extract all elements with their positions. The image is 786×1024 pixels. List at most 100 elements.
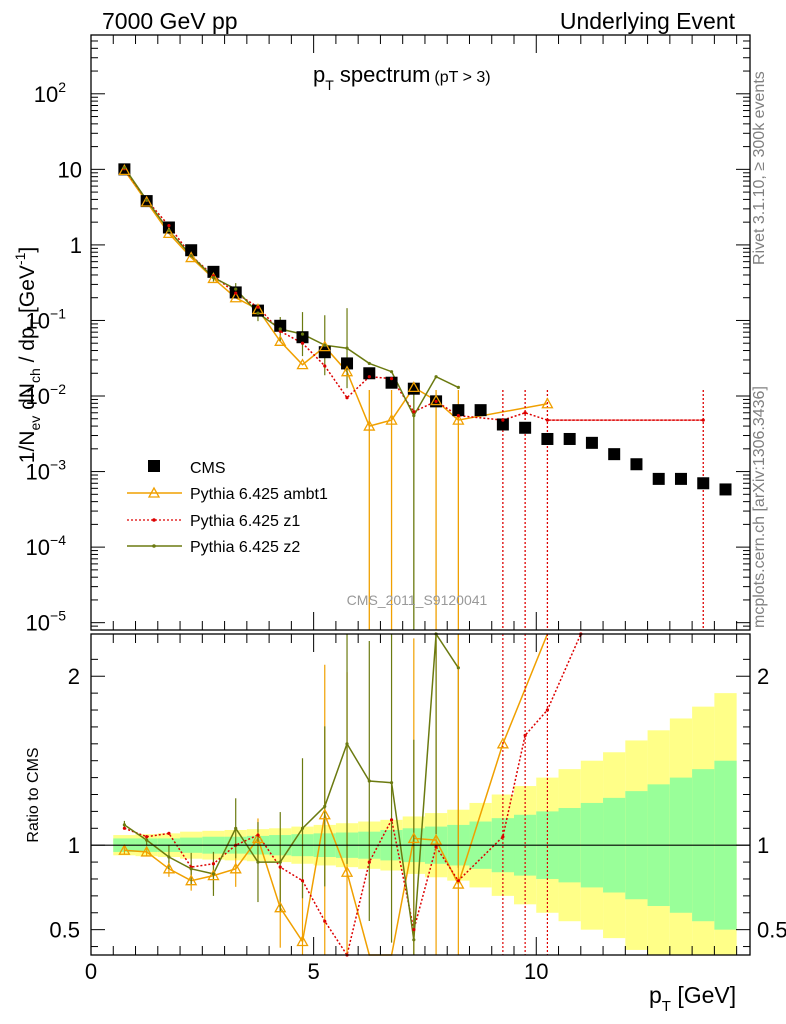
y-tick-exponent: −3 (50, 457, 66, 473)
z1-data-point (412, 410, 416, 414)
cms-data-point (674, 472, 687, 485)
header-right: Underlying Event (560, 8, 736, 34)
z2-data-point (278, 327, 282, 331)
ratio-point-ambt1 (274, 901, 287, 913)
ratio-point-z2 (300, 826, 305, 830)
y-tick-exponent: −1 (50, 305, 66, 321)
ratio-point-z1 (278, 865, 282, 869)
y-tick-label: 102 (34, 79, 66, 107)
y-tick-label: 1 (70, 233, 82, 258)
ratio-point-z2 (145, 838, 149, 842)
cms-data-point (541, 432, 554, 445)
ratio-point-z1 (501, 835, 505, 839)
cms-data-point (385, 376, 398, 389)
ambt1-data-point (162, 227, 176, 239)
x-tick-label: 0 (85, 959, 97, 984)
z2-data-point (456, 385, 460, 390)
ratio-point-z1 (122, 826, 126, 830)
ratio-line-z1 (124, 633, 582, 957)
ratio-y-tick-label: 2 (68, 664, 80, 689)
z1-data-point (545, 418, 550, 422)
ratio-uncertainty-band (113, 693, 737, 955)
cms-data-point (207, 265, 220, 278)
z2-data-point (122, 166, 126, 170)
ratio-point-ambt1 (251, 832, 265, 844)
ratio-point-ambt1 (162, 862, 176, 874)
z2-data-point (300, 332, 305, 336)
cms-data-point (585, 436, 598, 449)
z2-data-point (345, 346, 349, 350)
z2-data-point (167, 228, 171, 233)
y-tick-label: 10−4 (26, 532, 67, 560)
rivet-version-label: Rivet 3.1.10, ≥ 300k events (751, 71, 768, 265)
ratio-point-z2 (122, 823, 126, 827)
ratio-point-z1 (256, 833, 260, 837)
svg-text:Pythia 6.425 z2: Pythia 6.425 z2 (190, 539, 300, 556)
cms-data-point (630, 458, 643, 471)
ambt1-data-point (363, 419, 376, 431)
y-tick-label: 10 (58, 157, 82, 182)
z1-data-point (345, 396, 349, 400)
legend-entry-cms: CMS (148, 460, 226, 477)
z1-data-point (234, 291, 238, 295)
dot-marker-icon (152, 518, 156, 522)
cms-data-point (563, 432, 576, 445)
ratio-point-ambt1 (429, 833, 443, 845)
ratio-point-ambt1 (229, 862, 242, 874)
z1-data-point (456, 414, 460, 418)
ratio-point-z1 (323, 919, 327, 923)
ratio-point-ambt1 (452, 877, 465, 889)
z2-data-point (412, 414, 416, 418)
ratio-point-z1 (456, 879, 460, 883)
triangle-marker-icon (147, 486, 161, 498)
svg-text:CMS: CMS (190, 460, 226, 477)
cms-data-point (608, 448, 621, 461)
svg-text:Pythia 6.425 ambt1: Pythia 6.425 ambt1 (190, 486, 328, 503)
z1-data-point (434, 399, 438, 403)
ratio-y-tick-label: 1 (757, 833, 769, 858)
z1-data-point (523, 411, 527, 415)
y-tick-exponent: −5 (50, 608, 66, 624)
ratio-y-tick-label: 2 (757, 664, 769, 689)
ratio-point-z2 (456, 666, 460, 670)
ratio-y-tick-label: 0.5 (757, 918, 786, 943)
ratio-point-z2 (323, 804, 327, 808)
z2-data-point (189, 254, 193, 258)
ambt1-data-point (207, 272, 220, 284)
series-line-ambt1 (123, 169, 548, 427)
ratio-point-z1 (367, 860, 371, 864)
x-tick-label: 10 (524, 959, 548, 984)
cms-data-point (697, 477, 710, 490)
x-tick-label: 5 (308, 959, 320, 984)
cms-data-point (363, 367, 376, 380)
z2-data-point (145, 198, 149, 202)
cms-data-point (496, 418, 509, 431)
cms-data-point (296, 331, 309, 344)
z1-data-point (278, 329, 282, 333)
ratio-point-z1 (300, 879, 305, 883)
ratio-point-ambt1 (496, 737, 509, 749)
z1-data-point (323, 364, 327, 368)
ambt1-data-point (140, 195, 153, 207)
ratio-point-ambt1 (318, 808, 331, 820)
ambt1-data-point (340, 365, 354, 377)
legend-entry-ambt1: Pythia 6.425 ambt1 (127, 486, 328, 503)
ratio-y-tick-label: 0.5 (49, 918, 80, 943)
cms-data-point (341, 357, 354, 370)
cms-data-point (474, 404, 487, 417)
cms-data-point (652, 472, 665, 485)
y-tick-exponent: −2 (50, 381, 66, 397)
legend: CMS Pythia 6.425 ambt1 Pythia 6.425 z1 P… (127, 460, 328, 556)
cms-data-point (274, 319, 287, 332)
y-tick-label: 10−1 (26, 305, 67, 333)
z2-data-point (256, 311, 260, 315)
ratio-axis-label: Ratio to CMS (25, 747, 42, 842)
ratio-point-z1 (545, 708, 550, 712)
ratio-point-ambt1 (296, 935, 309, 947)
ratio-y-tick-label: 1 (68, 833, 80, 858)
series-line-z1 (123, 168, 704, 421)
plot-title: pT spectrum (pT > 3) (313, 62, 491, 93)
y-tick-exponent: 2 (58, 79, 66, 95)
ambt1-data-point (429, 394, 443, 406)
